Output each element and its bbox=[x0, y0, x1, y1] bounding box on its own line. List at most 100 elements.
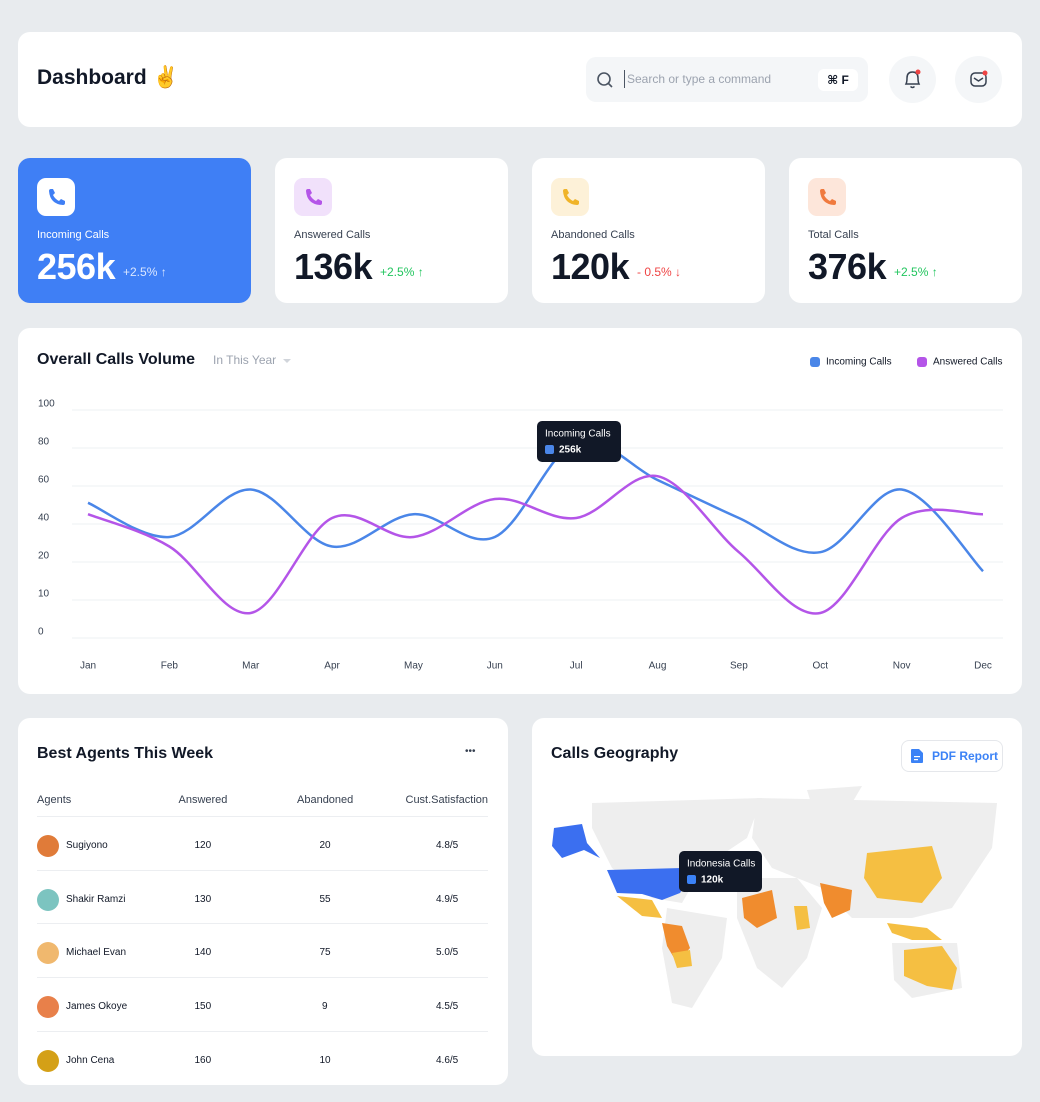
glyph bbox=[820, 189, 836, 205]
stat-label: Answered Calls bbox=[294, 229, 371, 241]
glyph bbox=[306, 189, 322, 205]
search-placeholder: Search or type a command bbox=[627, 72, 772, 86]
stat-change: +2.5% ↑ bbox=[123, 265, 167, 279]
stat-icon bbox=[37, 178, 75, 216]
row-divider bbox=[37, 869, 488, 871]
y-tick-label: 10 bbox=[38, 589, 50, 600]
x-tick-label: Nov bbox=[893, 661, 911, 672]
column-header: Agents bbox=[37, 794, 72, 806]
china bbox=[864, 846, 942, 903]
agent-name: Sugiyono bbox=[66, 840, 108, 851]
bell-icon bbox=[904, 69, 921, 89]
chart-filter[interactable]: In This Year bbox=[213, 353, 276, 367]
agent-name: Michael Evan bbox=[66, 947, 127, 959]
x-tick-label: Feb bbox=[161, 661, 179, 672]
india bbox=[820, 883, 852, 918]
stat-icon bbox=[551, 178, 589, 216]
stat-value: 136k bbox=[294, 246, 373, 287]
row-divider bbox=[37, 816, 488, 817]
phone-glyph bbox=[306, 189, 322, 205]
notifications-button[interactable] bbox=[889, 56, 936, 103]
x-tick-label: Jun bbox=[487, 661, 503, 672]
x-tick-label: Apr bbox=[324, 661, 340, 672]
east-africa bbox=[794, 906, 810, 930]
row-divider bbox=[37, 1030, 488, 1032]
y-tick-label: 40 bbox=[38, 513, 50, 524]
shortcut: ⌘ F bbox=[818, 69, 858, 91]
row-divider bbox=[37, 977, 488, 979]
phone-glyph bbox=[49, 189, 65, 205]
avatar bbox=[37, 942, 59, 965]
indonesia bbox=[887, 923, 942, 940]
stat-card: Incoming Calls 256k +2.5% ↑ bbox=[18, 158, 251, 303]
stat-change: +2.5% ↑ bbox=[380, 265, 424, 279]
legend-swatch bbox=[810, 357, 820, 367]
column-header: Answered bbox=[178, 794, 228, 806]
y-tick-label: 0 bbox=[38, 627, 44, 638]
stat-change: +2.5% ↑ bbox=[894, 265, 938, 279]
agent-cell: 75 bbox=[319, 947, 331, 959]
pdf-report-button[interactable]: PDF Report bbox=[901, 740, 1003, 772]
y-tick-label: 100 bbox=[38, 399, 55, 410]
chart-card: Overall Calls Volume In This Year 0 10 20 4… bbox=[18, 328, 1022, 694]
map-tooltip-title: Indonesia Calls bbox=[687, 859, 755, 870]
chart-tooltip-title: Incoming Calls bbox=[545, 429, 611, 440]
agent-cell: 4.5/5 bbox=[436, 1001, 459, 1013]
west-africa bbox=[742, 890, 777, 928]
map-tooltip-swatch bbox=[687, 875, 696, 884]
world-map: Indonesia Calls 120k bbox=[552, 786, 997, 1008]
x-tick-label: Mar bbox=[242, 661, 260, 672]
messages-button[interactable] bbox=[955, 56, 1002, 103]
avatar bbox=[37, 1049, 59, 1072]
phone-glyph bbox=[820, 189, 836, 205]
legend-label: Answered Calls bbox=[933, 357, 1002, 368]
stat-value: 120k bbox=[551, 246, 630, 287]
column-header: Cust.Satisfaction bbox=[405, 794, 489, 806]
y-tick-label: 20 bbox=[38, 551, 50, 562]
alaska bbox=[552, 824, 600, 858]
agent-cell: 4.6/5 bbox=[436, 1054, 459, 1066]
series-line bbox=[87, 474, 984, 615]
pdf-report-label: PDF Report bbox=[932, 749, 998, 763]
stat-icon bbox=[808, 178, 846, 216]
stat-card: Total Calls 376k +2.5% ↑ bbox=[789, 158, 1022, 303]
more-menu[interactable]: ••• bbox=[465, 746, 476, 757]
agent-name: John Cena bbox=[66, 1054, 115, 1066]
phone-glyph bbox=[563, 189, 579, 205]
australia bbox=[904, 946, 957, 990]
cursor bbox=[624, 70, 625, 88]
stat-label: Total Calls bbox=[808, 229, 859, 241]
x-tick-label: Aug bbox=[649, 661, 667, 672]
agent-cell: 20 bbox=[319, 840, 331, 851]
x-tick-label: Sep bbox=[730, 661, 748, 672]
x-tick-label: Jan bbox=[80, 661, 96, 672]
y-tick-label: 60 bbox=[38, 475, 50, 486]
y-tick-label: 80 bbox=[38, 437, 50, 448]
stat-card: Answered Calls 136k +2.5% ↑ bbox=[275, 158, 508, 303]
agent-cell: 5.0/5 bbox=[436, 947, 459, 959]
agent-name: Shakir Ramzi bbox=[66, 893, 126, 905]
legend-label: Incoming Calls bbox=[826, 357, 892, 368]
peru bbox=[672, 950, 692, 968]
doc-icon bbox=[911, 749, 923, 763]
stat-icon bbox=[294, 178, 332, 216]
agent-cell: 4.8/5 bbox=[436, 840, 459, 851]
legend-swatch bbox=[917, 357, 927, 367]
x-tick-label: Dec bbox=[974, 661, 992, 672]
avatar bbox=[37, 888, 59, 911]
agent-cell: 10 bbox=[319, 1054, 331, 1066]
row-divider bbox=[37, 923, 488, 925]
x-tick-label: Oct bbox=[812, 661, 828, 672]
agent-cell: 120 bbox=[194, 840, 212, 851]
agent-cell: 4.9/5 bbox=[436, 893, 459, 905]
header: Dashboard ✌️ Search or type a command ⌘ … bbox=[18, 32, 1022, 127]
glyph bbox=[49, 189, 65, 205]
agents-card: Best Agents This Week ••• Agents Answered… bbox=[18, 718, 508, 1085]
geography-card: Calls Geography PDF Report Indonesia Cal… bbox=[532, 718, 1022, 1056]
agent-cell: 140 bbox=[194, 947, 212, 959]
dropdown-caret bbox=[283, 359, 291, 363]
map-tooltip-value: 120k bbox=[701, 875, 724, 886]
search-box[interactable]: Search or type a command ⌘ F bbox=[586, 57, 868, 102]
